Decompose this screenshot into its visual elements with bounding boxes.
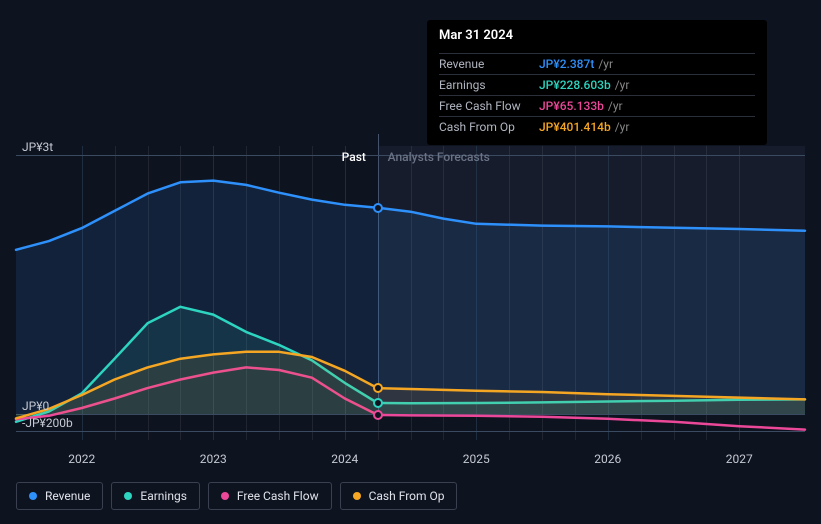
series-marker xyxy=(373,398,383,408)
x-axis-label: 2022 xyxy=(68,452,95,466)
y-axis-label: -JP¥200b xyxy=(22,416,73,430)
legend-label: Revenue xyxy=(45,489,90,503)
x-axis-label: 2026 xyxy=(594,452,621,466)
series-marker xyxy=(373,383,383,393)
x-axis-label: 2024 xyxy=(331,452,358,466)
tooltip-row-value: JP¥401.414b xyxy=(539,120,611,134)
legend-label: Earnings xyxy=(140,489,187,503)
x-axis-label: 2027 xyxy=(726,452,753,466)
financials-chart: JP¥3t JP¥0 -JP¥200b 2022 2023 2024 2025 2026 202… xyxy=(0,0,821,524)
y-axis-label: JP¥3t xyxy=(22,140,53,154)
legend-item-cash-from-op[interactable]: Cash From Op xyxy=(340,482,458,510)
past-section-label: Past xyxy=(342,150,366,164)
tooltip-row-value: JP¥2.387t xyxy=(539,57,594,71)
tooltip-row-label: Earnings xyxy=(439,78,539,92)
tooltip-row: RevenueJP¥2.387t/yr xyxy=(439,53,755,74)
series-marker xyxy=(373,410,383,420)
tooltip-row: Cash From OpJP¥401.414b/yr xyxy=(439,116,755,137)
tooltip-row-value: JP¥228.603b xyxy=(539,78,611,92)
tooltip-row: Free Cash FlowJP¥65.133b/yr xyxy=(439,95,755,116)
chart-plot-area[interactable] xyxy=(16,146,805,440)
tooltip-row-unit: /yr xyxy=(608,99,623,113)
x-axis-label: 2023 xyxy=(200,452,227,466)
legend-dot xyxy=(29,492,37,500)
tooltip-row-value: JP¥65.133b xyxy=(539,99,604,113)
legend-label: Cash From Op xyxy=(369,489,445,503)
legend-label: Free Cash Flow xyxy=(237,489,319,503)
chart-tooltip: Mar 31 2024RevenueJP¥2.387t/yrEarningsJP… xyxy=(427,20,767,145)
legend-item-earnings[interactable]: Earnings xyxy=(111,482,200,510)
y-axis-label: JP¥0 xyxy=(22,399,49,413)
tooltip-title: Mar 31 2024 xyxy=(439,28,755,47)
forecast-section-label: Analysts Forecasts xyxy=(388,150,490,164)
series-marker xyxy=(373,203,383,213)
legend-dot xyxy=(221,492,229,500)
tooltip-row: EarningsJP¥228.603b/yr xyxy=(439,74,755,95)
tooltip-row-label: Free Cash Flow xyxy=(439,99,539,113)
legend-dot xyxy=(353,492,361,500)
tooltip-row-label: Cash From Op xyxy=(439,120,539,134)
x-axis-label: 2025 xyxy=(463,452,490,466)
tooltip-row-unit: /yr xyxy=(615,78,630,92)
tooltip-row-unit: /yr xyxy=(598,57,613,71)
tooltip-row-unit: /yr xyxy=(615,120,630,134)
legend-dot xyxy=(124,492,132,500)
legend-item-revenue[interactable]: Revenue xyxy=(16,482,103,510)
legend-item-free-cash-flow[interactable]: Free Cash Flow xyxy=(208,482,332,510)
tooltip-row-label: Revenue xyxy=(439,57,539,71)
chart-legend: Revenue Earnings Free Cash Flow Cash From O… xyxy=(16,482,457,510)
